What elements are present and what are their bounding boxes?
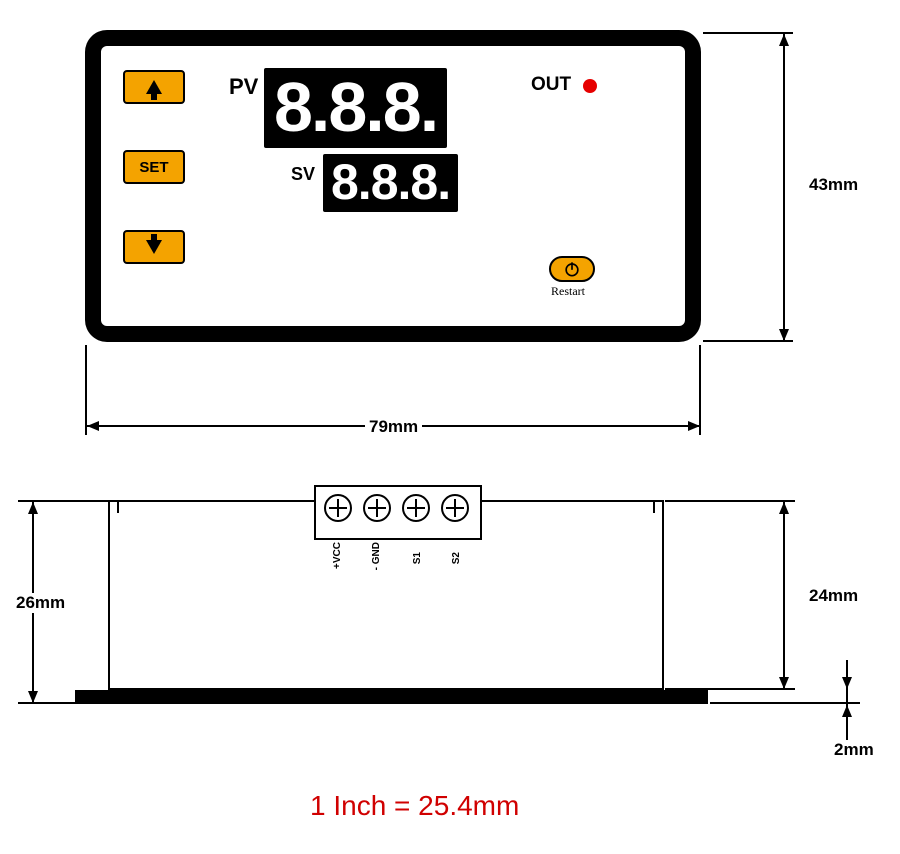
arrowhead-icon (779, 34, 789, 46)
terminal-screw-icon (441, 494, 469, 522)
dim-26-label: 26mm (12, 593, 69, 613)
dim-tick (117, 502, 119, 513)
arrowhead-icon (779, 502, 789, 514)
dim-tick (18, 702, 78, 704)
sv-display: 8.8.8. (323, 154, 458, 212)
down-button[interactable] (123, 230, 185, 264)
arrowhead-icon (842, 705, 852, 717)
restart-label: Restart (551, 284, 585, 299)
dim-width-label: 79mm (365, 417, 422, 437)
dim-tick (665, 688, 795, 690)
terminal-screw-icon (402, 494, 430, 522)
dim-height-line (783, 34, 785, 341)
dim-2-line (846, 660, 848, 740)
sv-label: SV (291, 164, 315, 185)
arrowhead-icon (688, 421, 700, 431)
terminal-screw-icon (324, 494, 352, 522)
arrowhead-icon (779, 329, 789, 341)
out-led-icon (583, 79, 597, 93)
front-panel-face: SET PV 8.8.8. OUT SV 8.8.8. Restart (101, 46, 685, 326)
dim-tick (653, 502, 655, 513)
arrowhead-icon (28, 502, 38, 514)
dim-tick (665, 500, 795, 502)
set-button-label: SET (139, 159, 168, 176)
restart-button[interactable] (549, 256, 595, 282)
set-button[interactable]: SET (123, 150, 185, 184)
terminal-label-s2: S2 (451, 552, 462, 564)
pv-display: 8.8.8. (264, 68, 447, 148)
dim-24-label: 24mm (805, 586, 862, 606)
dim-24-line (783, 502, 785, 689)
arrowhead-icon (87, 421, 99, 431)
arrowhead-icon (842, 677, 852, 689)
power-icon (562, 259, 582, 279)
terminal-label-s1: S1 (412, 552, 423, 564)
dim-height-label: 43mm (805, 175, 862, 195)
side-bezel-bar (75, 690, 708, 704)
arrow-down-icon (146, 240, 162, 254)
dim-2-label: 2mm (830, 740, 878, 760)
pv-label: PV (229, 74, 258, 100)
out-label: OUT (531, 74, 571, 96)
arrow-up-icon (146, 80, 162, 94)
arrowhead-icon (779, 677, 789, 689)
arrowhead-icon (28, 691, 38, 703)
terminal-label-gnd: - GND (371, 542, 382, 570)
terminal-screw-icon (363, 494, 391, 522)
footer-note: 1 Inch = 25.4mm (310, 790, 519, 822)
front-panel-bezel: SET PV 8.8.8. OUT SV 8.8.8. Restart (85, 30, 701, 342)
dim-tick (710, 702, 860, 704)
terminal-label-vcc: +VCC (332, 542, 343, 569)
up-button[interactable] (123, 70, 185, 104)
